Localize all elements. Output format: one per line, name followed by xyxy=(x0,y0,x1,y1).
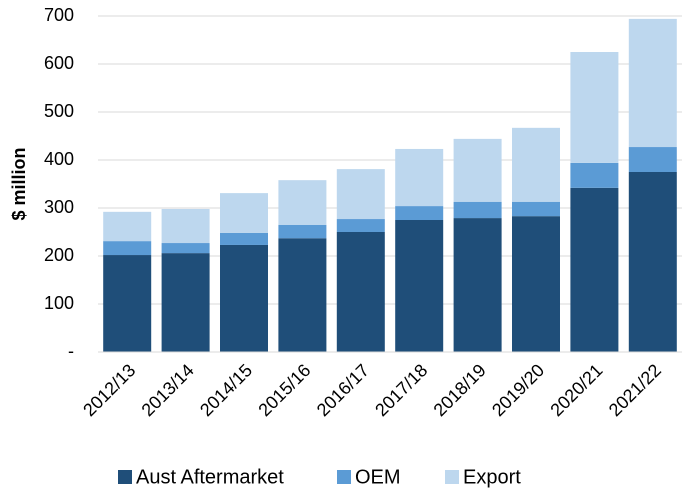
bar-segment xyxy=(278,238,327,352)
x-tick-label: 2017/18 xyxy=(371,360,431,420)
bar-segment xyxy=(161,253,210,352)
bar-segment xyxy=(453,201,502,219)
y-tick-label: 500 xyxy=(44,101,74,121)
bar-segment xyxy=(220,193,268,233)
x-tick-label: 2020/21 xyxy=(546,360,606,420)
bar-segment xyxy=(628,172,677,352)
bar-segment xyxy=(628,147,677,172)
y-tick-label: 400 xyxy=(44,149,74,169)
legend-label: Aust Aftermarket xyxy=(136,466,284,488)
legend-swatch xyxy=(445,470,459,484)
bar-segment xyxy=(453,138,502,202)
bar-segment xyxy=(570,52,619,163)
bar-segment xyxy=(512,216,560,352)
x-tick-label: 2018/19 xyxy=(430,360,490,420)
bar-segment xyxy=(336,169,385,220)
y-tick-label: 600 xyxy=(44,53,74,73)
legend-label: Export xyxy=(463,466,521,488)
legend-swatch xyxy=(337,470,351,484)
bar-segment xyxy=(103,241,152,256)
x-tick-label: 2014/15 xyxy=(196,360,256,420)
x-tick-label: 2013/14 xyxy=(138,360,198,420)
bar-segment xyxy=(512,127,560,202)
bar-segment xyxy=(336,232,385,352)
x-tick-label: 2019/20 xyxy=(488,360,548,420)
bar-segment xyxy=(395,220,444,352)
bar-segment xyxy=(395,148,444,207)
bar-segment xyxy=(336,219,385,232)
legend-swatch xyxy=(118,470,132,484)
y-tick-label: 300 xyxy=(44,197,74,217)
x-tick-label: 2016/17 xyxy=(313,360,373,420)
bar-segment xyxy=(570,187,619,352)
y-tick-label: 100 xyxy=(44,293,74,313)
x-tick-label: 2021/22 xyxy=(605,360,665,420)
y-axis-label: $ million xyxy=(9,147,29,220)
y-tick-label: - xyxy=(68,341,74,361)
bar-segment xyxy=(161,208,210,244)
legend-label: OEM xyxy=(355,466,401,488)
x-tick-label: 2012/13 xyxy=(79,360,139,420)
bar-segment xyxy=(395,206,444,220)
x-tick-label: 2015/16 xyxy=(254,360,314,420)
y-tick-label: 200 xyxy=(44,245,74,265)
bar-segment xyxy=(570,162,619,188)
bar-segment xyxy=(512,201,560,217)
bar-segment xyxy=(161,243,210,254)
bar-segment xyxy=(453,218,502,352)
bar-segment xyxy=(103,255,152,352)
bar-segment xyxy=(103,211,152,242)
bar-segment xyxy=(220,232,268,245)
bar-segment xyxy=(278,224,327,239)
y-tick-label: 700 xyxy=(44,5,74,25)
bar-segment xyxy=(628,18,677,148)
bar-segment xyxy=(278,180,327,225)
bar-segment xyxy=(220,244,268,352)
